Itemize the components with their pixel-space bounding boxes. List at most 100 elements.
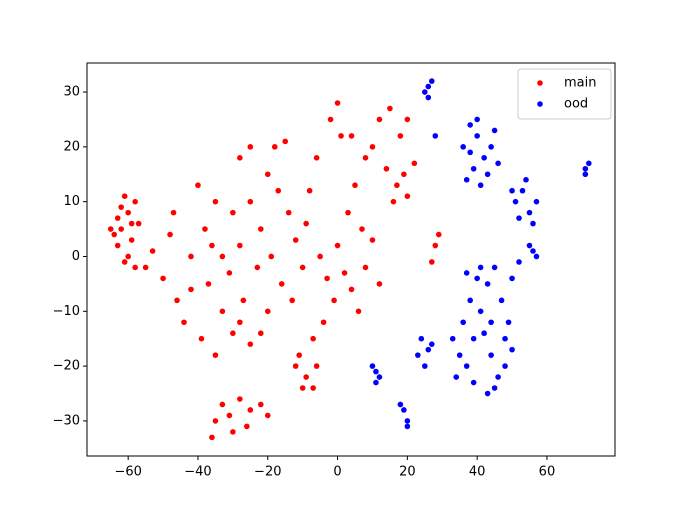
- point: [390, 198, 397, 205]
- point: [369, 363, 376, 369]
- point: [488, 144, 494, 150]
- point: [303, 220, 309, 227]
- point: [338, 133, 344, 139]
- point: [516, 259, 522, 265]
- legend: main ood: [517, 68, 612, 120]
- y-tick-label: −20: [53, 359, 80, 374]
- point: [530, 248, 536, 254]
- point: [188, 253, 194, 260]
- point: [449, 335, 456, 342]
- point: [188, 286, 194, 293]
- x-tick-label: 0: [333, 465, 341, 480]
- point: [247, 198, 254, 205]
- point: [369, 144, 376, 150]
- point: [401, 171, 407, 178]
- point: [362, 264, 369, 271]
- point: [376, 116, 383, 123]
- point: [121, 193, 128, 199]
- point: [306, 187, 313, 194]
- point: [292, 363, 299, 369]
- x-tick-label: 60: [539, 465, 556, 480]
- point: [481, 330, 487, 337]
- y-tick-label: 0: [72, 249, 80, 264]
- point: [292, 237, 299, 243]
- point: [509, 275, 515, 282]
- point: [209, 434, 215, 441]
- point: [460, 319, 466, 326]
- y-tick-label: 30: [63, 85, 80, 100]
- point: [491, 385, 498, 391]
- point: [125, 209, 131, 216]
- point: [516, 215, 522, 221]
- point: [111, 231, 118, 238]
- point: [324, 275, 330, 282]
- point: [397, 401, 404, 408]
- point: [212, 198, 219, 205]
- point: [425, 83, 432, 90]
- point: [523, 176, 529, 183]
- y-tick-label: −30: [53, 413, 80, 428]
- legend-label: main: [564, 76, 596, 91]
- point: [209, 242, 215, 249]
- point: [128, 220, 135, 227]
- point: [226, 270, 233, 276]
- point: [481, 155, 487, 161]
- point: [526, 209, 533, 216]
- point: [296, 352, 302, 358]
- point: [237, 396, 243, 402]
- point: [219, 253, 226, 260]
- point: [484, 281, 491, 287]
- point: [355, 308, 362, 315]
- point: [488, 352, 494, 358]
- legend-label: ood: [564, 97, 588, 112]
- point: [125, 253, 131, 260]
- x-tick-label: 20: [399, 465, 416, 480]
- point: [582, 165, 589, 172]
- x-tick-label: −20: [254, 465, 281, 480]
- point: [404, 423, 411, 430]
- point: [373, 379, 379, 386]
- point: [463, 270, 470, 276]
- point: [415, 352, 421, 358]
- legend-marker: [537, 80, 543, 86]
- point: [428, 78, 435, 84]
- point: [327, 116, 334, 123]
- point: [373, 368, 379, 375]
- point: [488, 319, 494, 326]
- point: [275, 187, 282, 194]
- point: [348, 133, 355, 139]
- point: [432, 133, 439, 139]
- point: [114, 215, 121, 221]
- point: [474, 275, 480, 282]
- point: [257, 226, 264, 232]
- point: [313, 155, 320, 161]
- point: [477, 308, 484, 315]
- point: [226, 412, 233, 419]
- point: [181, 319, 187, 326]
- point: [240, 297, 247, 304]
- point: [114, 242, 121, 249]
- point: [254, 264, 261, 271]
- point: [463, 363, 470, 369]
- point: [432, 242, 439, 249]
- point: [582, 171, 589, 178]
- point: [460, 144, 466, 150]
- point: [331, 297, 337, 304]
- point: [107, 226, 114, 232]
- point: [299, 385, 306, 391]
- point: [404, 418, 411, 424]
- point: [428, 259, 435, 265]
- point: [264, 412, 271, 419]
- point: [198, 335, 205, 342]
- point: [383, 165, 390, 172]
- point: [299, 264, 306, 271]
- point: [495, 374, 501, 380]
- point: [474, 133, 480, 139]
- point: [320, 319, 327, 326]
- point: [348, 286, 355, 293]
- point: [310, 385, 316, 391]
- point: [237, 319, 243, 326]
- point: [477, 264, 484, 271]
- point: [219, 401, 226, 408]
